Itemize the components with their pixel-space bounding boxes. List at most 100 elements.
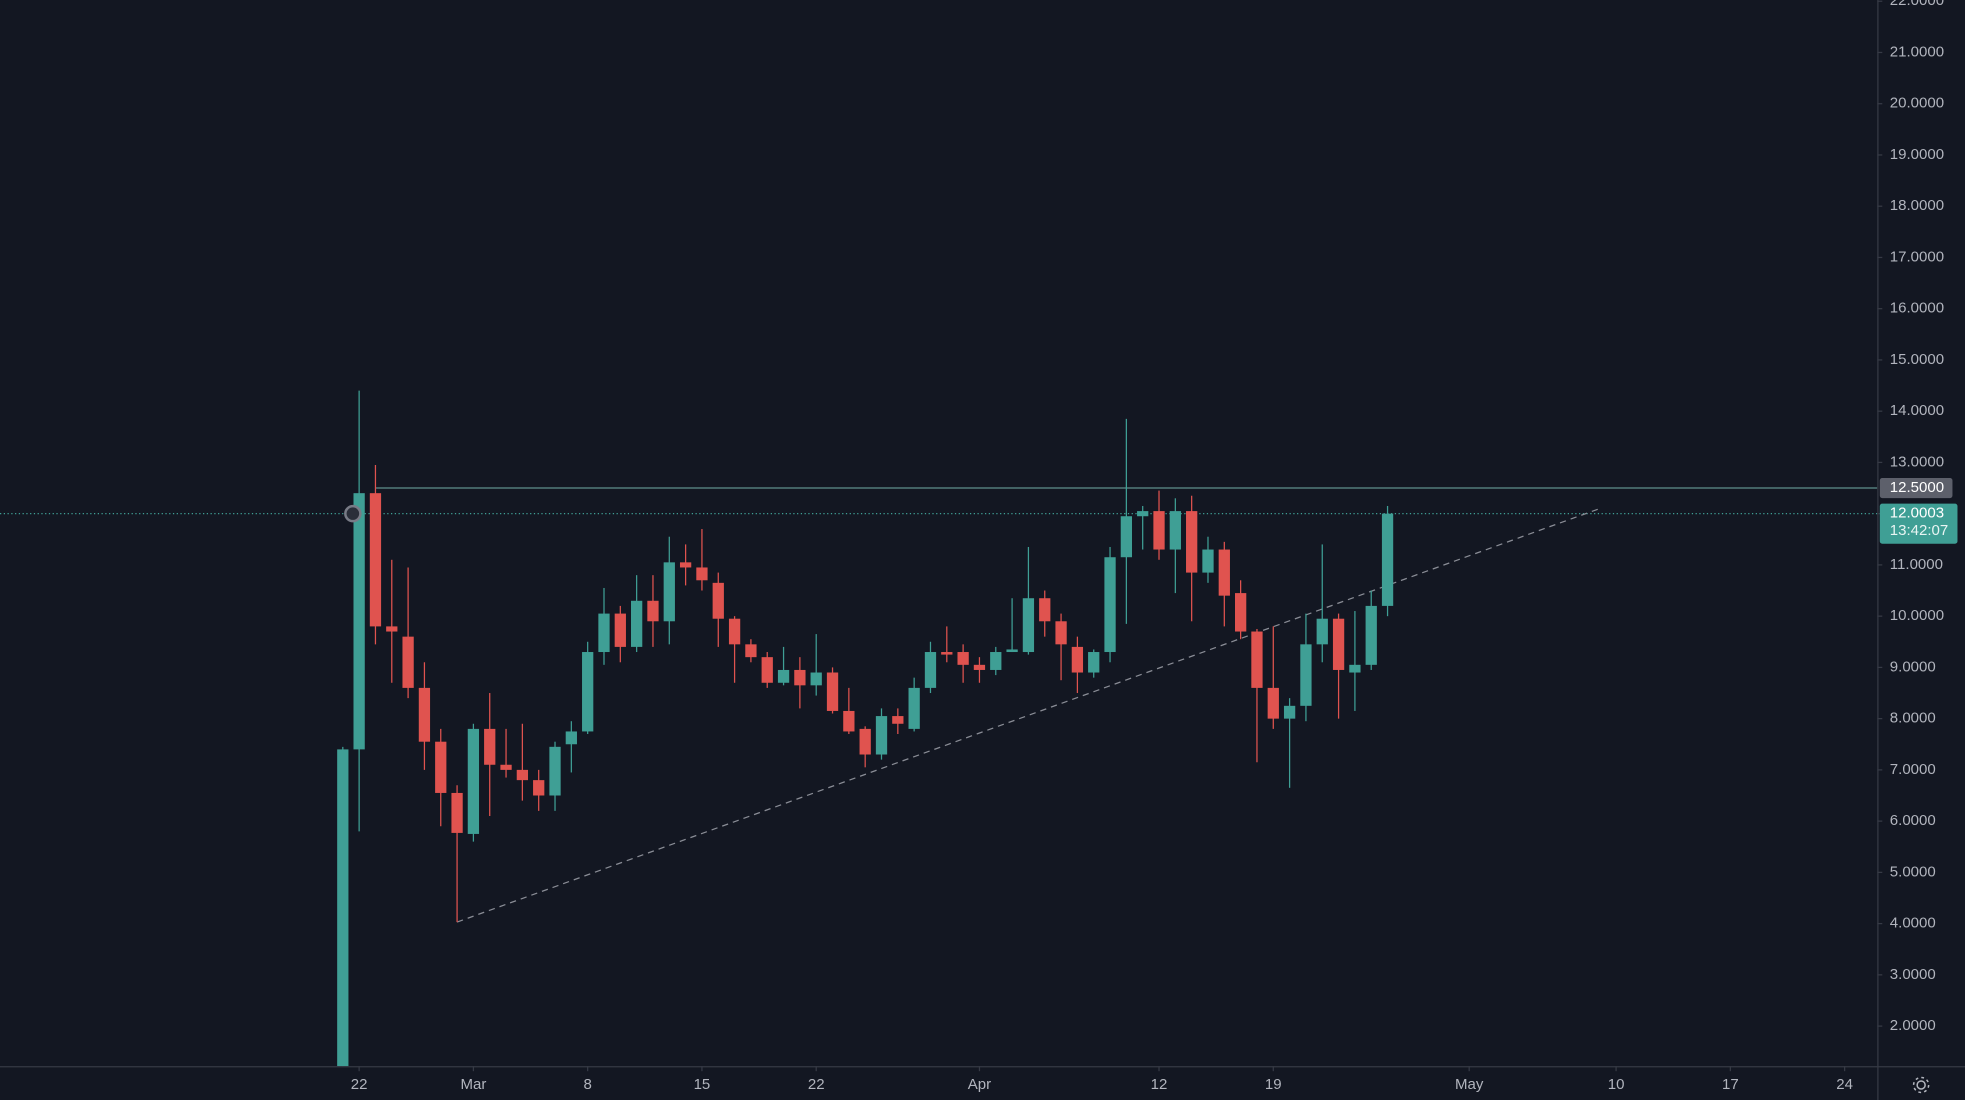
candle-body xyxy=(484,728,496,765)
candle-body xyxy=(1267,687,1279,719)
candle-body xyxy=(728,618,741,645)
x-tick-label: 12 xyxy=(1151,1076,1168,1093)
candle-body xyxy=(663,562,675,622)
x-tick-label: 19 xyxy=(1265,1076,1282,1093)
candle-body xyxy=(1039,598,1051,622)
candle-body xyxy=(631,600,643,647)
candle-body xyxy=(875,716,888,755)
candle-body xyxy=(549,746,561,796)
countdown-label: 13:42:07 xyxy=(1890,522,1948,539)
candle-body xyxy=(924,652,937,688)
y-tick-label: 6.0000 xyxy=(1890,812,1936,829)
candle-body xyxy=(892,716,904,724)
candle-body xyxy=(467,728,480,834)
candle-body xyxy=(1349,664,1361,673)
candle-body xyxy=(1088,652,1100,673)
candle-body xyxy=(1055,621,1067,645)
y-tick-label: 17.0000 xyxy=(1890,248,1944,265)
candle-body xyxy=(337,749,349,1067)
candle-body xyxy=(761,657,773,683)
y-tick-label: 13.0000 xyxy=(1890,453,1944,470)
y-tick-label: 5.0000 xyxy=(1890,863,1936,880)
x-tick-label: Mar xyxy=(460,1076,486,1093)
candle-body xyxy=(810,672,822,686)
candle-body xyxy=(843,710,855,732)
candle-body xyxy=(1071,646,1084,673)
candle-body xyxy=(745,644,757,658)
candle-body xyxy=(1381,513,1394,606)
x-tick-label: 22 xyxy=(351,1076,368,1093)
candle-body xyxy=(386,626,398,632)
candle-body xyxy=(533,780,545,796)
y-tick-label: 21.0000 xyxy=(1890,43,1944,60)
y-tick-label: 8.0000 xyxy=(1890,710,1936,727)
x-tick-label: 24 xyxy=(1836,1076,1853,1093)
candle-body xyxy=(794,669,806,686)
candle-body xyxy=(1137,511,1149,517)
candle-body xyxy=(1202,549,1214,573)
candle-body xyxy=(696,567,708,581)
candle-body xyxy=(647,600,659,622)
candle-body xyxy=(1186,511,1198,573)
candle-body xyxy=(859,728,871,755)
y-tick-label: 2.0000 xyxy=(1890,1017,1936,1034)
x-tick-label: 17 xyxy=(1722,1076,1739,1093)
x-tick-label: 15 xyxy=(694,1076,711,1093)
y-tick-label: 18.0000 xyxy=(1890,197,1944,214)
candle-body xyxy=(1104,557,1116,653)
candle-body xyxy=(1006,649,1018,653)
anchor-ring xyxy=(344,504,362,523)
y-tick-label: 14.0000 xyxy=(1890,402,1944,419)
candle-body xyxy=(712,582,724,619)
y-tick-label: 11.0000 xyxy=(1890,556,1943,573)
last-price-box xyxy=(1879,503,1958,544)
candle-body xyxy=(1251,631,1263,688)
candle-body xyxy=(1022,598,1035,653)
candle-body xyxy=(679,562,692,568)
drawing-anchor xyxy=(344,504,362,523)
candle-body xyxy=(941,652,953,655)
level-price-label: 12.5000 xyxy=(1890,479,1944,496)
candle-body xyxy=(565,731,577,745)
candle-body xyxy=(1218,549,1230,596)
settings-icon[interactable] xyxy=(1912,1076,1930,1094)
level-price-box xyxy=(1879,478,1953,499)
candle-body xyxy=(1153,511,1165,550)
candle-body xyxy=(353,493,365,750)
y-tick-label: 9.0000 xyxy=(1890,658,1936,675)
candle-body xyxy=(777,669,790,683)
candle-body xyxy=(614,613,626,647)
y-tick-label: 15.0000 xyxy=(1890,351,1944,368)
candle-body xyxy=(369,493,382,627)
y-tick-label: 20.0000 xyxy=(1890,95,1944,112)
y-tick-label: 10.0000 xyxy=(1890,607,1944,624)
candle-body xyxy=(1283,705,1296,719)
candle-body xyxy=(516,769,529,781)
candle-body xyxy=(1120,516,1133,558)
candle-body xyxy=(908,687,920,729)
x-tick-label: May xyxy=(1455,1076,1484,1093)
last-price-label: 12.0003 xyxy=(1890,505,1944,522)
candle-body xyxy=(826,672,839,711)
candle-body xyxy=(598,613,610,653)
x-tick-label: 8 xyxy=(583,1076,591,1093)
candle-body xyxy=(957,652,969,665)
y-tick-label: 3.0000 xyxy=(1890,966,1936,983)
candle-body xyxy=(1332,618,1345,670)
candle-body xyxy=(990,652,1002,670)
x-tick-label: Apr xyxy=(968,1076,991,1093)
y-tick-label: 4.0000 xyxy=(1890,915,1936,932)
candle-body xyxy=(402,636,414,688)
candle-body xyxy=(418,687,431,742)
candle-body xyxy=(1300,644,1312,706)
candle-body xyxy=(582,652,594,732)
candle-body xyxy=(500,764,512,770)
y-tick-label: 22.0000 xyxy=(1890,0,1944,9)
candle-body xyxy=(1234,593,1247,632)
plot-area xyxy=(0,390,1878,1067)
y-tick-label: 7.0000 xyxy=(1890,761,1936,778)
